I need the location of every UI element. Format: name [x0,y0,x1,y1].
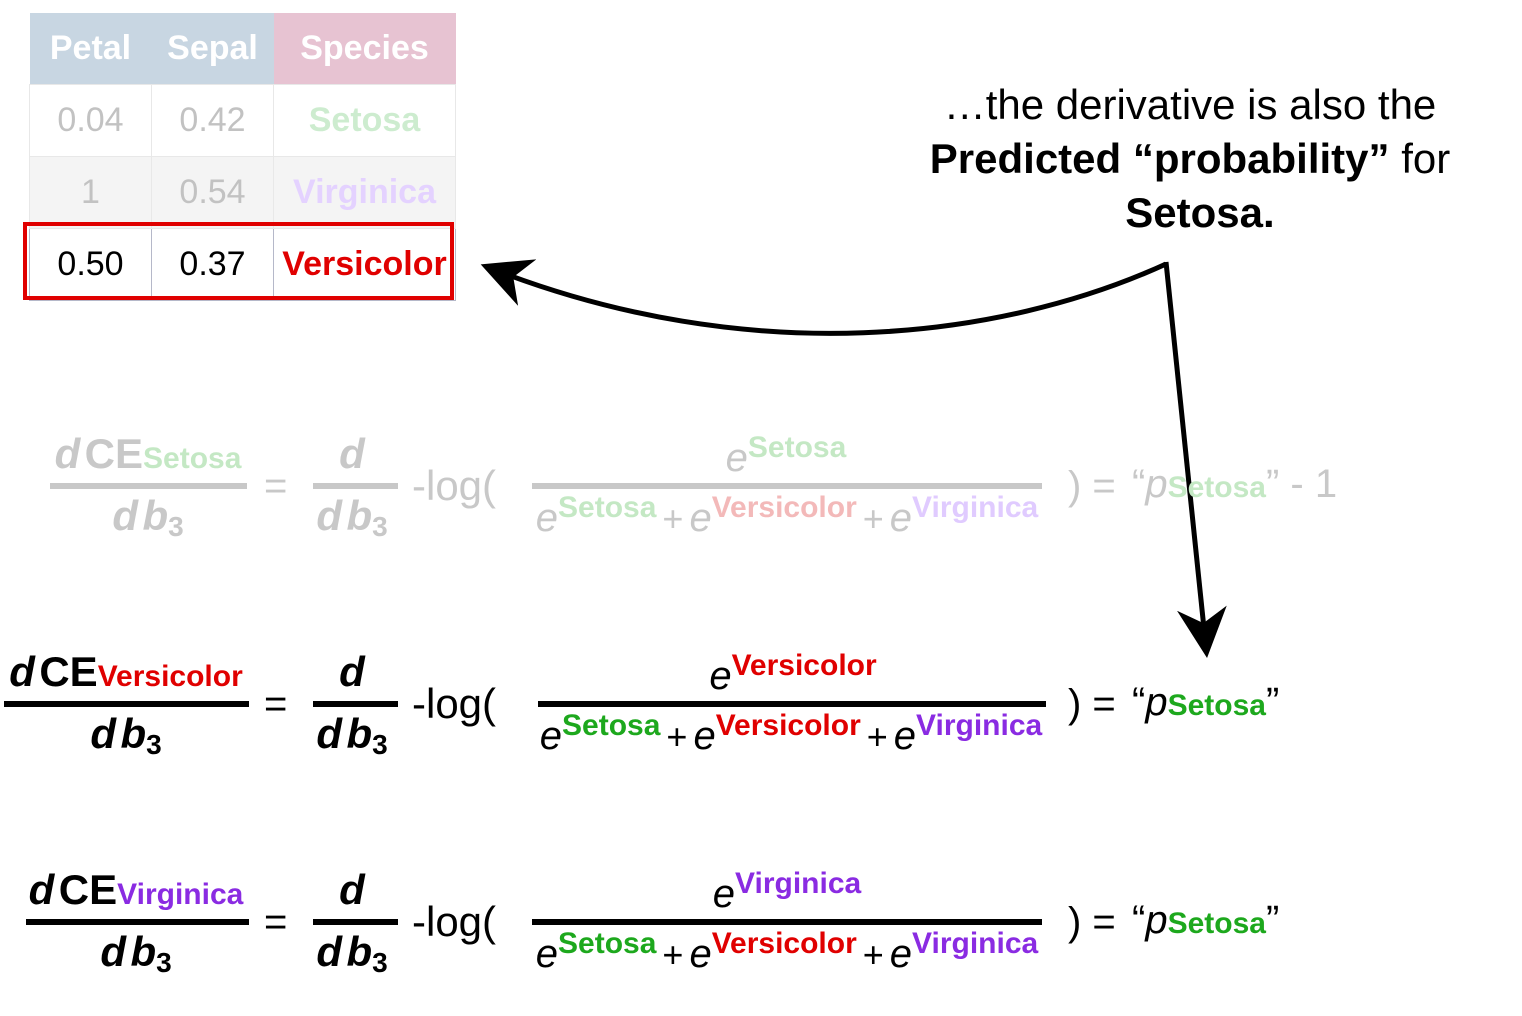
header-sepal: Sepal [151,13,274,85]
softmax-numerator: eSetosa [725,431,847,480]
minus-one: - 1 [1290,462,1338,506]
softmax-fraction-bar [532,919,1042,925]
equals-sign: = [264,900,288,944]
annotation-line1: …the derivative is also the [943,81,1437,128]
close-equals: ) = [1068,464,1116,508]
arrow-to-table [480,259,1168,336]
result-p-setosa: “pSetosa” [1132,680,1280,724]
equation-versicolor: d CEVersicolor d b3 = d d b3 -log( eVers… [0,648,1522,798]
cell-species: Setosa [273,84,456,157]
ddb-fraction-bar [313,701,398,707]
ddb-numerator: d [339,430,365,477]
header-species: Species [273,13,456,85]
lhs-denominator: d b3 [112,492,184,542]
neglog: -log( [412,462,497,509]
equals-sign: = [264,464,288,508]
softmax-denominator: eSetosa + eVersicolor + eVirginica [535,927,1039,976]
close-equals: ) = [1068,682,1116,726]
lhs-numerator: d CESetosa [54,430,242,477]
close-equals: ) = [1068,900,1116,944]
softmax-fraction-bar [532,483,1042,489]
table-row-highlighted: 0.50 0.37 Versicolor [29,228,456,301]
header-petal: Petal [29,13,152,85]
equation-virginica: d CEVirginica d b3 = d d b3 -log( eVirgi… [0,866,1522,1016]
ddb-fraction-bar [313,919,398,925]
ddb-denominator: d b3 [316,928,388,978]
equals-sign: = [264,682,288,726]
lhs-fraction-bar [50,483,247,489]
softmax-denominator: eSetosa + eVersicolor + eVirginica [535,491,1039,540]
cell-sepal: 0.54 [151,156,274,229]
lhs-fraction-bar [26,919,249,925]
neglog: -log( [412,898,497,945]
cell-sepal: 0.37 [151,228,274,301]
softmax-denominator: eSetosa + eVersicolor + eVirginica [539,709,1043,758]
ddb-numerator: d [339,648,365,695]
softmax-numerator: eVirginica [712,867,862,916]
equation-setosa: d CESetosa d b3 = d d b3 -log( eSetosa e… [0,430,1522,580]
annotation-period: . [1263,189,1275,236]
annotation-for: for [1389,135,1451,182]
lhs-numerator: d CEVersicolor [9,648,243,695]
table-row: 1 0.54 Virginica [29,156,456,229]
result-p-setosa: “pSetosa” - 1 [1132,462,1338,506]
ddb-denominator: d b3 [316,492,388,542]
arrow-to-equation [1163,261,1227,658]
iris-table: Petal Sepal Species 0.04 0.42 Setosa 1 0… [29,13,456,301]
annotation-setosa: Setosa [1125,189,1264,236]
lhs-denominator: d b3 [100,928,172,978]
neglog: -log( [412,680,497,727]
annotation-text: …the derivative is also the Predicted “p… [880,78,1500,240]
cell-petal: 1 [29,156,152,229]
ddb-denominator: d b3 [316,710,388,760]
ddb-numerator: d [339,866,365,913]
table-row: 0.04 0.42 Setosa [29,84,456,157]
arrows-layer [480,259,1227,658]
annotation-predicted-probability: Predicted “probability” [929,135,1390,182]
cell-species: Versicolor [273,228,456,301]
cell-petal: 0.04 [29,84,152,157]
ddb-fraction-bar [313,483,398,489]
softmax-fraction-bar [538,701,1046,707]
lhs-fraction-bar [4,701,249,707]
softmax-numerator: eVersicolor [709,649,877,698]
table-header-row: Petal Sepal Species [29,13,456,85]
lhs-denominator: d b3 [90,710,162,760]
cell-species: Virginica [273,156,456,229]
lhs-numerator: d CEVirginica [28,866,244,913]
result-p-setosa: “pSetosa” [1132,898,1280,942]
